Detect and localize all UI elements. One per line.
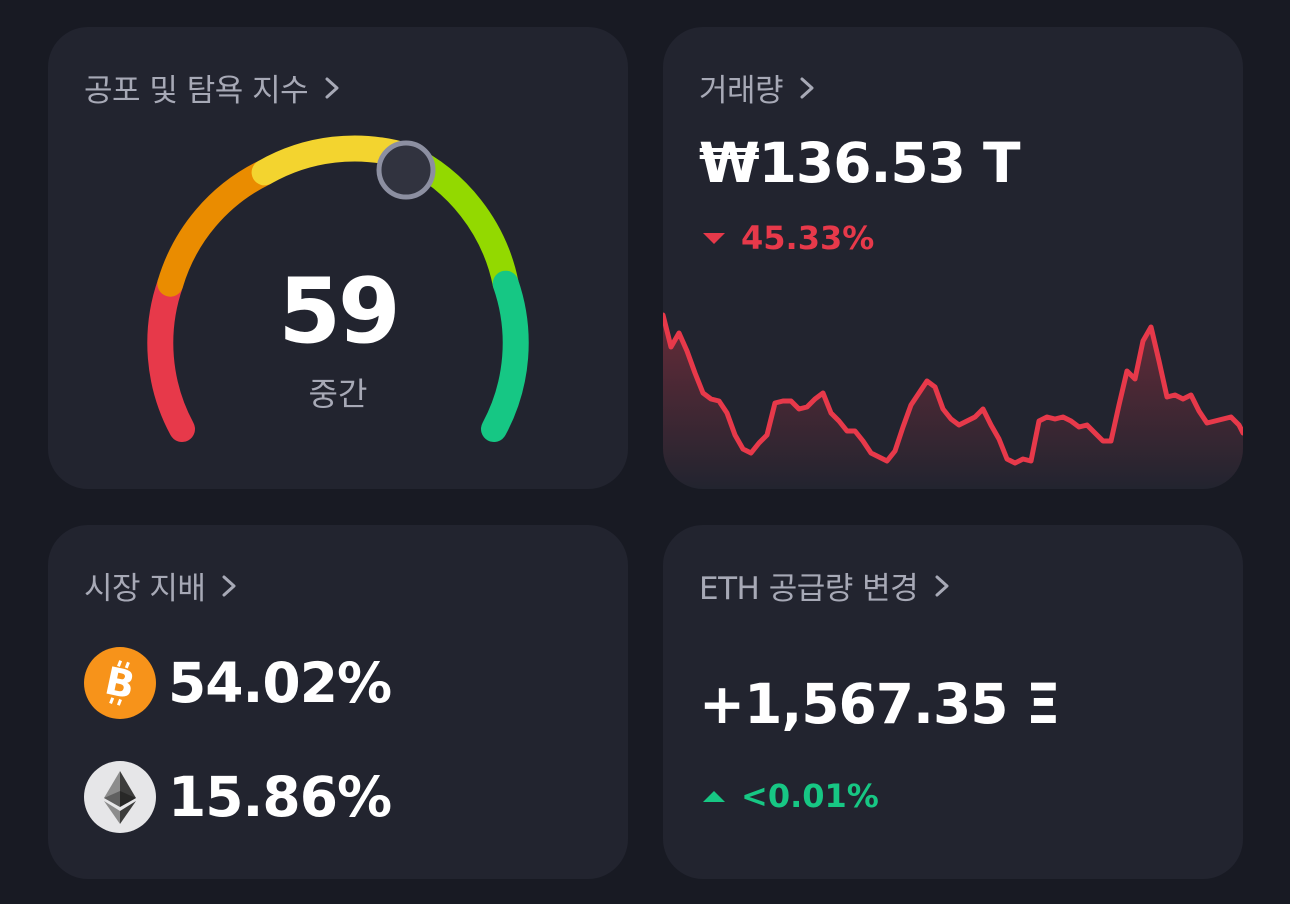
eth-supply-card[interactable]: ETH 공급량 변경 +1,567.35 Ξ <0.01% (663, 525, 1243, 879)
triangle-down-icon (703, 232, 725, 244)
fear-greed-title-label: 공포 및 탐욕 지수 (84, 73, 309, 109)
chevron-right-icon (800, 77, 814, 98)
gauge-indicator (376, 140, 436, 200)
dominance-value-eth: 15.86% (168, 765, 392, 829)
dominance-title-label: 시장 지배 (84, 571, 206, 607)
fear-greed-card[interactable]: 공포 및 탐욕 지수 59 중간 (48, 27, 628, 489)
gauge-segment-extreme-fear (147, 270, 195, 442)
fear-greed-title[interactable]: 공포 및 탐욕 지수 (84, 65, 342, 110)
chevron-right-icon (325, 77, 339, 98)
gauge-segment-fear (157, 159, 278, 297)
volume-title-label: 거래량 (699, 73, 784, 109)
volume-change-value: 45.33% (741, 219, 875, 257)
triangle-up-icon (703, 790, 725, 802)
fear-greed-gauge (147, 135, 529, 442)
volume-change: 45.33% (703, 219, 874, 257)
volume-sparkline (663, 312, 1243, 489)
eth-supply-change-value: <0.01% (741, 777, 879, 815)
eth-supply-title-label: ETH 공급량 변경 (699, 571, 919, 607)
chevron-right-icon (222, 575, 236, 596)
volume-title[interactable]: 거래량 (699, 65, 817, 110)
eth-supply-change: <0.01% (703, 777, 879, 815)
fear-greed-label: 중간 (308, 375, 368, 413)
dominance-value-btc: 54.02% (168, 651, 392, 715)
volume-area (663, 315, 1243, 489)
gauge-segment-extreme-greed (481, 270, 529, 442)
chevron-right-icon (935, 575, 949, 596)
dominance-row-eth: 15.86% (84, 761, 392, 833)
market-dominance-card[interactable]: 시장 지배 B 54.02% 15 (48, 525, 628, 879)
volume-card[interactable]: 거래량 ₩136.53 T 45.33% (663, 27, 1243, 489)
volume-value: ₩136.53 T (699, 131, 1021, 195)
eth-supply-title[interactable]: ETH 공급량 변경 (699, 563, 952, 608)
dominance-row-btc: B 54.02% (84, 647, 392, 719)
fear-greed-value: 59 (278, 259, 400, 364)
dominance-title[interactable]: 시장 지배 (84, 563, 239, 608)
bitcoin-icon: B (84, 647, 156, 719)
volume-line (663, 312, 1243, 466)
ethereum-icon (84, 761, 156, 833)
eth-supply-value: +1,567.35 Ξ (699, 672, 1060, 736)
